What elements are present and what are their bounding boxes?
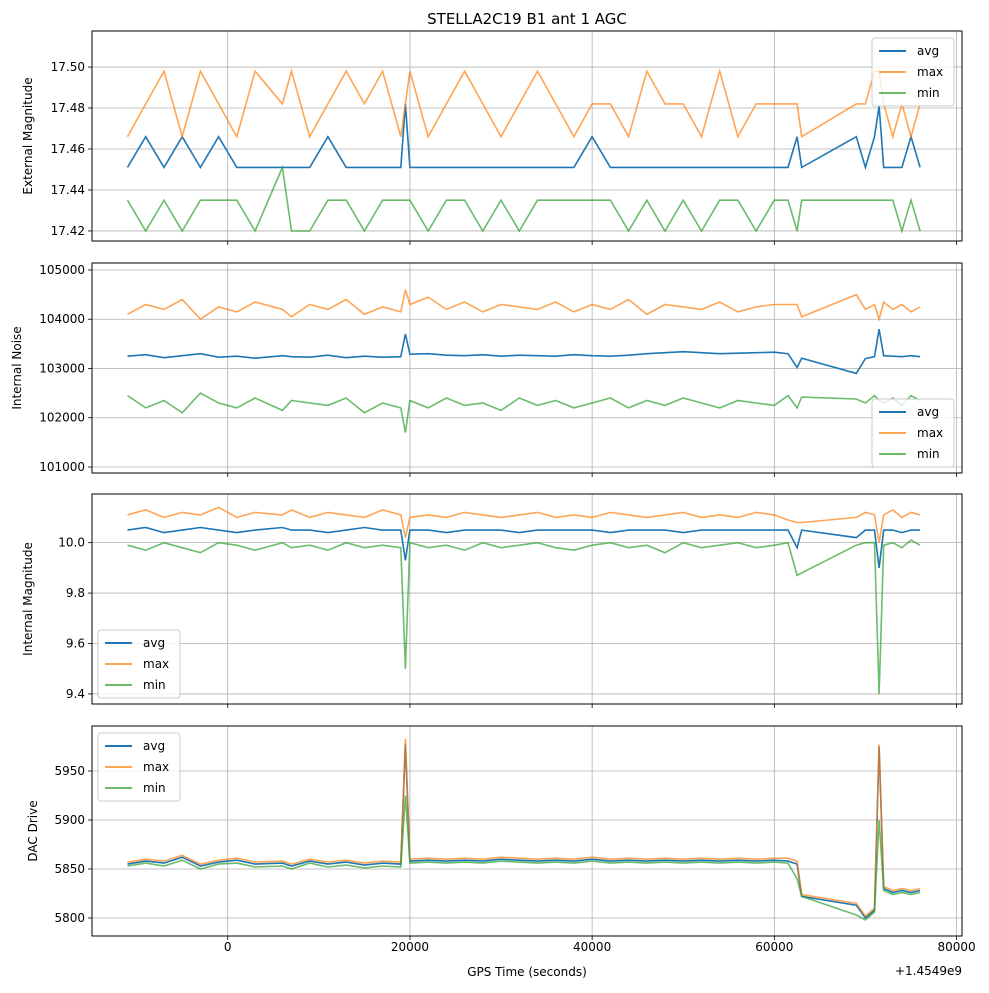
series-line-avg <box>127 526 921 568</box>
legend-label-min: min <box>143 781 166 795</box>
legend-label-avg: avg <box>917 405 939 419</box>
y-axis-label: Internal Noise <box>10 326 24 409</box>
y-tick-label: 5850 <box>54 862 85 876</box>
y-tick-label: 17.46 <box>51 142 85 156</box>
legend-label-max: max <box>917 65 943 79</box>
legend: avg max min <box>871 398 955 468</box>
series-line-min <box>126 164 921 234</box>
legend-box <box>97 629 181 699</box>
y-tick-label: 9.8 <box>66 586 85 600</box>
legend-label-avg: avg <box>917 44 939 58</box>
series-line-avg <box>127 743 921 920</box>
legend-box <box>97 732 181 802</box>
x-axis-label: GPS Time (seconds) <box>467 965 587 979</box>
x-tick-label: 80000 <box>937 940 975 954</box>
series-line-max <box>127 289 921 323</box>
legend: avg max min <box>97 732 181 802</box>
y-tick-label: 103000 <box>39 361 85 375</box>
legend: avg max min <box>97 629 181 699</box>
legend: avg max min <box>871 37 955 107</box>
legend-label-min: min <box>917 86 940 100</box>
series-line-avg <box>126 103 921 171</box>
series-line-max <box>127 506 921 543</box>
subplot-2: 101000 102000 103000 104000 105000 Internal N… <box>10 262 963 477</box>
axes-frame <box>91 725 963 937</box>
series-line-min <box>127 795 921 921</box>
y-tick-label: 104000 <box>39 312 85 326</box>
series-line-min <box>127 392 921 433</box>
y-tick-label: 101000 <box>39 460 85 474</box>
legend-box <box>871 398 955 468</box>
axes-frame <box>91 262 963 474</box>
series-line-max <box>126 68 921 140</box>
y-tick-label: 102000 <box>39 411 85 425</box>
axes-frame <box>91 493 963 705</box>
x-tick-label: 40000 <box>573 940 611 954</box>
y-tick-label: 9.4 <box>66 687 85 701</box>
y-tick-label: 5900 <box>54 813 85 827</box>
legend-label-max: max <box>143 657 169 671</box>
y-axis-label: External Magnitude <box>21 77 35 194</box>
legend-label-min: min <box>917 447 940 461</box>
x-tick-label: 60000 <box>755 940 793 954</box>
y-tick-label: 9.6 <box>66 636 85 650</box>
legend-label-max: max <box>143 760 169 774</box>
subplot-4: 0 20000 40000 60000 80000 5800 5850 5900 5950 DAC… <box>26 725 976 954</box>
y-axis-label: Internal Magnitude <box>21 542 35 656</box>
y-tick-label: 17.44 <box>51 183 85 197</box>
legend-label-max: max <box>917 426 943 440</box>
series-line-min <box>127 539 921 694</box>
y-tick-label: 105000 <box>39 263 85 277</box>
axes-frame <box>91 30 963 242</box>
y-tick-label: 17.42 <box>51 224 85 238</box>
y-tick-label: 10.0 <box>58 536 85 550</box>
series-line-max <box>127 738 921 918</box>
legend-label-avg: avg <box>143 636 165 650</box>
y-tick-label: 5950 <box>54 764 85 778</box>
x-tick-label: 20000 <box>391 940 429 954</box>
x-tick-label: 0 <box>224 940 232 954</box>
legend-label-min: min <box>143 678 166 692</box>
x-axis-offset-label: +1.4549e9 <box>895 964 962 978</box>
y-tick-label: 17.48 <box>51 101 85 115</box>
chart-title: STELLA2C19 B1 ant 1 AGC <box>427 10 627 28</box>
subplot-3: 9.4 9.6 9.8 10.0 Internal Magnitude avg max min <box>21 493 963 708</box>
legend-box <box>871 37 955 107</box>
y-tick-label: 5800 <box>54 911 85 925</box>
legend-label-avg: avg <box>143 739 165 753</box>
subplot-1: 17.42 17.44 17.46 17.48 17.50 External Magnit… <box>21 30 963 245</box>
y-axis-label: DAC Drive <box>26 800 40 861</box>
y-tick-label: 17.50 <box>51 60 85 74</box>
series-line-avg <box>127 328 921 375</box>
